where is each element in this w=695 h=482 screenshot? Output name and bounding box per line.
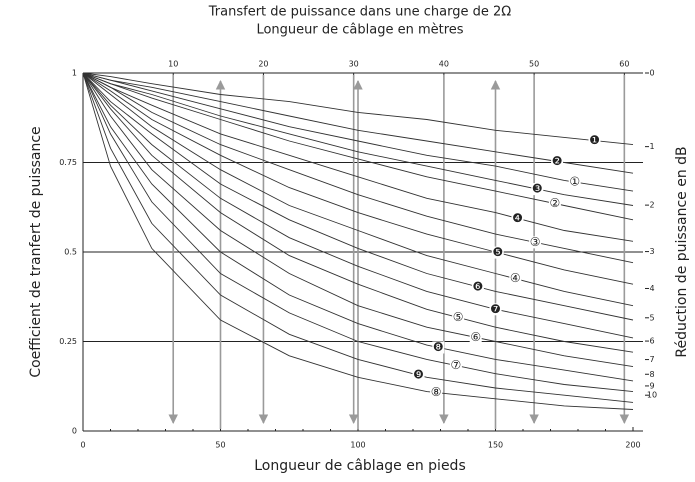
curve [82, 72, 634, 410]
curve-label-bg [469, 331, 482, 344]
x-tick-label: 50 [215, 441, 225, 450]
curve [82, 72, 634, 192]
curve-label-bg [489, 303, 502, 316]
y-axis-label: Coefficient de tranfert de puissance [28, 126, 44, 377]
curve [82, 72, 634, 382]
curve [82, 72, 634, 307]
x-tick-label: 150 [488, 441, 503, 450]
x2-tick-label: 10 [168, 60, 178, 69]
curve-label-bg [471, 280, 484, 293]
curve-label: ❹ [512, 211, 523, 225]
curve [82, 72, 634, 403]
y-tick-label: 1 [72, 69, 77, 78]
x-tick-label: 100 [350, 441, 365, 450]
y2-tick-label: 8 [649, 370, 654, 379]
curve-label-bg [511, 212, 524, 225]
x-tick-label: 0 [80, 441, 85, 450]
curve-label: ❸ [532, 182, 543, 196]
curve-label: ❶ [589, 133, 600, 147]
curve-label: ② [550, 196, 561, 210]
y-tick-label: 0.75 [59, 158, 77, 167]
y2-axis-label: Réduction de puissance en dB [674, 146, 690, 357]
y2-tick-label: 6 [649, 337, 654, 346]
curve-label-bg [449, 359, 462, 372]
curve-label: ⑦ [451, 358, 462, 372]
x2-tick-label: 30 [349, 60, 359, 69]
curve [82, 72, 634, 368]
curve [82, 72, 634, 206]
x2-tick-label: 60 [619, 60, 629, 69]
curve-label-bg [588, 134, 601, 147]
x2-tick-label: 20 [258, 60, 268, 69]
curve-label: ⑤ [453, 310, 464, 324]
curve [82, 72, 634, 321]
curve-label: ❺ [492, 245, 503, 259]
curve-label-bg [412, 369, 425, 382]
y-tick-label: 0 [72, 427, 77, 436]
curve-label-bg [548, 197, 561, 210]
y2-tick-label: 4 [649, 284, 654, 293]
y2-tick-label: 3 [649, 247, 654, 256]
curve-label-bg [568, 176, 581, 189]
y-tick-label: 0.5 [64, 248, 77, 257]
curve-label-bg [551, 155, 564, 168]
y2-tick-label: 5 [649, 313, 654, 322]
curve-label: ① [569, 175, 580, 189]
curve-label: ❾ [413, 368, 424, 382]
x2-tick-label: 40 [439, 60, 449, 69]
curve-label: ❻ [473, 279, 484, 293]
curve-label: ❽ [433, 340, 444, 354]
curve [82, 72, 634, 174]
curve-label-bg [432, 341, 445, 354]
curve-label-bg [531, 183, 544, 196]
curve-label: ❷ [552, 154, 563, 168]
curve [82, 72, 634, 353]
curve-label: ⑧ [431, 385, 442, 399]
curve [82, 72, 634, 393]
curve-label-bg [491, 246, 504, 259]
y2-tick-label: 9 [649, 381, 654, 390]
y2-tick-label: 2 [649, 201, 654, 210]
curve [82, 72, 634, 221]
curve [82, 72, 634, 339]
curve-label: ③ [530, 235, 541, 249]
curve [82, 72, 634, 242]
x-tick-label: 200 [625, 441, 640, 450]
curve-label: ④ [510, 271, 521, 285]
y2-tick-label: 7 [649, 355, 654, 364]
chart-title: Transfert de puissance dans une charge d… [208, 5, 511, 20]
y2-tick-label: 10 [647, 391, 657, 400]
y2-tick-label: 1 [649, 142, 654, 151]
y-tick-label: 0.25 [59, 337, 77, 346]
x-axis-label: Longueur de câblage en pieds [254, 458, 465, 474]
curve [82, 72, 634, 285]
curve-label-bg [430, 386, 443, 399]
curve-label-bg [529, 236, 542, 249]
x2-tick-label: 50 [529, 60, 539, 69]
curve-label-bg [452, 311, 465, 324]
curve-label-bg [509, 272, 522, 285]
y2-tick-label: 0 [649, 69, 654, 78]
curve-label: ❼ [490, 302, 501, 316]
chart-subtitle: Longueur de câblage en mètres [256, 23, 463, 38]
curve-label: ⑥ [470, 330, 481, 344]
curve [82, 72, 634, 146]
